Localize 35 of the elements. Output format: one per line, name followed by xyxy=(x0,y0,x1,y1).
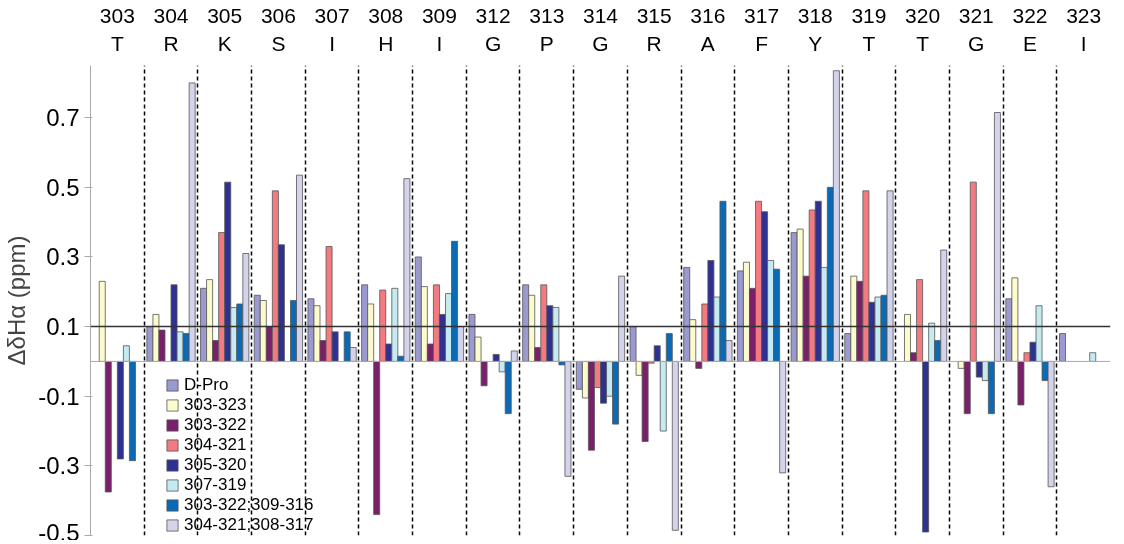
legend-label: 307-319 xyxy=(184,475,247,495)
x-tick-label: 318 Y xyxy=(797,3,833,55)
x-tick-label: 305 K xyxy=(207,3,243,55)
x-tick-label: 320 T xyxy=(905,3,941,55)
legend-label: 303-322 xyxy=(184,415,247,435)
x-tick-label: 306 S xyxy=(260,3,296,55)
x-tick-label: 316 A xyxy=(690,3,726,55)
x-tick-label: 319 T xyxy=(851,3,887,55)
x-tick-label: 312 G xyxy=(475,3,511,55)
y-axis-title: ΔδHα (ppm) xyxy=(3,235,31,366)
y-tick-label: 0.5 xyxy=(46,173,80,201)
x-tick-label: 309 I xyxy=(421,3,457,55)
x-tick-label: 307 I xyxy=(314,3,350,55)
x-tick-label: 317 F xyxy=(744,3,780,55)
y-tick-label: 0.1 xyxy=(46,313,80,341)
legend-label: D-Pro xyxy=(184,375,229,395)
x-tick-label: 315 R xyxy=(636,3,672,55)
x-tick-label: 314 G xyxy=(582,3,619,55)
x-tick-label: 313 P xyxy=(529,3,565,55)
x-tick-label: 304 R xyxy=(153,3,189,55)
y-tick-label: 0.7 xyxy=(46,104,80,132)
y-tick-label: -0.3 xyxy=(38,452,80,480)
x-tick-label: 308 H xyxy=(368,3,404,55)
x-tick-label: 321 G xyxy=(958,3,994,55)
x-tick-label: 323 I xyxy=(1066,3,1102,55)
legend-label: 305-320 xyxy=(184,455,247,475)
legend-label: 304-321;308-317 xyxy=(184,515,314,535)
x-tick-label: 322 E xyxy=(1012,3,1048,55)
legend-label: 303-322;309-316 xyxy=(184,495,314,515)
legend-label: 304-321 xyxy=(184,435,247,455)
y-tick-label: -0.1 xyxy=(38,382,80,410)
legend-label: 303-323 xyxy=(184,395,247,415)
x-tick-label: 303 T xyxy=(99,3,135,55)
y-tick-label: 0.3 xyxy=(46,243,80,271)
y-tick-label: -0.5 xyxy=(38,518,80,544)
